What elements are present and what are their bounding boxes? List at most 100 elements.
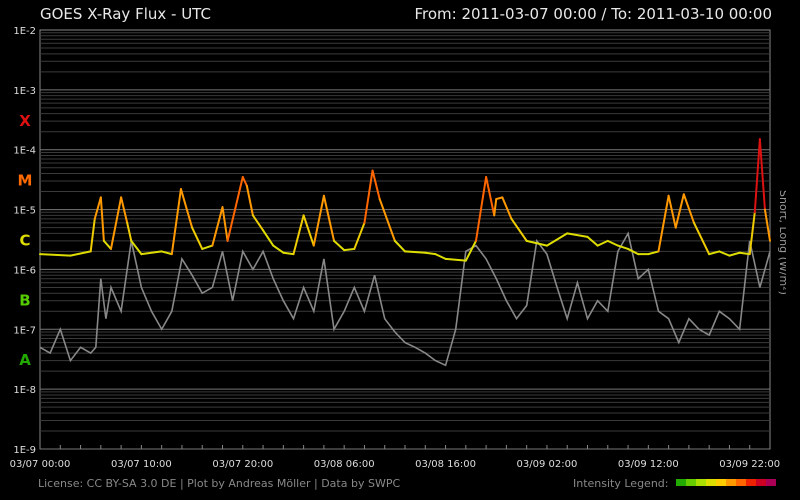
legend-swatch (766, 479, 776, 486)
series-long-segment (120, 196, 129, 224)
series-long-segment (657, 194, 670, 253)
series-long-segment (262, 229, 275, 247)
series-long-segment (343, 247, 356, 252)
series-long-segment (69, 250, 92, 257)
series-long-segment (93, 196, 102, 220)
series-long-segment (99, 196, 105, 242)
series-long-segment (464, 239, 477, 262)
series-long-segment (682, 193, 695, 224)
series-long-segment (566, 232, 589, 238)
series-long-segment (606, 239, 619, 247)
series-long-segment (485, 176, 496, 217)
y-axis-title-text: Short, Long (W/m²) (777, 190, 786, 295)
date-range: From: 2011-03-07 00:00 / To: 2011-03-10 … (414, 5, 772, 23)
series-long-segment (596, 239, 609, 247)
x-tick-label: 03/09 02:00 (517, 459, 578, 470)
y-axis-title: Short, Long (W/m²) (777, 190, 786, 295)
y-tick-label: 1E-2 (13, 26, 36, 37)
y-tick-label: 1E-8 (13, 385, 36, 396)
series-long-segment (302, 214, 315, 247)
series-long-segment (221, 206, 229, 242)
chart-title: GOES X-Ray Flux - UTC (40, 5, 211, 23)
series-long-segment (708, 250, 721, 256)
series-long-segment (241, 176, 248, 187)
legend-swatch (686, 479, 696, 486)
y-tick-label: 1E-5 (13, 206, 36, 217)
series-long-segment (333, 239, 346, 252)
series-long-segment (109, 196, 123, 250)
series-long-segment (434, 253, 447, 260)
series-long-segment (718, 250, 731, 257)
series-long-segment (444, 257, 467, 262)
series-long-segment (179, 188, 194, 229)
flare-class-label: X (19, 112, 31, 130)
flare-class-label: C (19, 232, 30, 250)
series-long-segment (738, 251, 751, 256)
series-long-segment (363, 169, 374, 224)
x-tick-label: 03/07 20:00 (212, 459, 273, 470)
series-long-segment (322, 194, 336, 242)
y-tick-label: 1E-4 (13, 146, 36, 157)
y-tick-label: 1E-7 (13, 325, 36, 336)
y-tick-label: 1E-6 (13, 265, 36, 276)
series-long-segment (126, 221, 133, 242)
y-tick-label: 1E-3 (13, 86, 36, 97)
series-long-segment (510, 217, 528, 242)
x-tick-label: 03/08 06:00 (314, 459, 375, 470)
series-long-segment (753, 138, 761, 214)
series-long-segment (667, 194, 677, 229)
x-tick-label: 03/08 16:00 (415, 459, 476, 470)
x-tick-label: 03/07 00:00 (10, 459, 71, 470)
series-long-segment (130, 239, 143, 256)
series-long-segment (292, 214, 305, 256)
flare-class-label: M (18, 172, 33, 190)
series-long-segment (272, 244, 285, 254)
series-long-segment (312, 194, 325, 247)
series-long-segment (493, 198, 498, 217)
series-long-segment (501, 196, 513, 220)
series-long-segment (616, 244, 630, 250)
legend-swatch (736, 479, 746, 486)
series-long-segment (201, 244, 214, 250)
series-long-segment (763, 208, 771, 242)
series-long-segment (393, 239, 406, 253)
legend-swatch (756, 479, 766, 486)
intensity-legend-label: Intensity Legend: (573, 477, 669, 490)
legend-swatch (716, 479, 726, 486)
legend-swatch (696, 479, 706, 486)
legend-swatch (676, 479, 686, 486)
flare-class-label: B (19, 291, 30, 309)
flare-class-label: A (19, 351, 31, 369)
series-long-segment (728, 251, 741, 257)
series-long-segment (627, 247, 640, 256)
legend-swatch (726, 479, 736, 486)
series-long-segment (102, 239, 112, 250)
series-long-segment (251, 214, 265, 232)
series-long-segment (140, 250, 163, 256)
series-long-segment (748, 211, 756, 256)
series-long-segment (282, 251, 295, 256)
series-long-segment (545, 232, 569, 247)
series-long-segment (170, 188, 182, 256)
series-long-segment (211, 206, 224, 247)
legend-swatch (706, 479, 716, 486)
series-long-segment (404, 250, 427, 254)
x-tick-label: 03/09 22:00 (719, 459, 780, 470)
series-short-line (39, 231, 771, 367)
series-long-segment (353, 221, 366, 250)
series-long-segment (474, 176, 488, 242)
plot-frame (39, 29, 771, 450)
series-long-segment (495, 196, 504, 201)
x-tick-label: 03/09 12:00 (618, 459, 679, 470)
intensity-legend-bar (676, 479, 776, 486)
series-long-segment (89, 217, 96, 253)
x-tick-label: 03/07 10:00 (111, 459, 172, 470)
series-long-segment (525, 239, 548, 247)
credits: License: CC BY-SA 3.0 DE | Plot by Andre… (38, 477, 401, 490)
series-long-segment (692, 221, 711, 256)
series-long-segment (424, 251, 437, 256)
series-long-segment (647, 250, 660, 256)
series-long-segment (160, 250, 173, 256)
series-long-segment (39, 253, 72, 257)
